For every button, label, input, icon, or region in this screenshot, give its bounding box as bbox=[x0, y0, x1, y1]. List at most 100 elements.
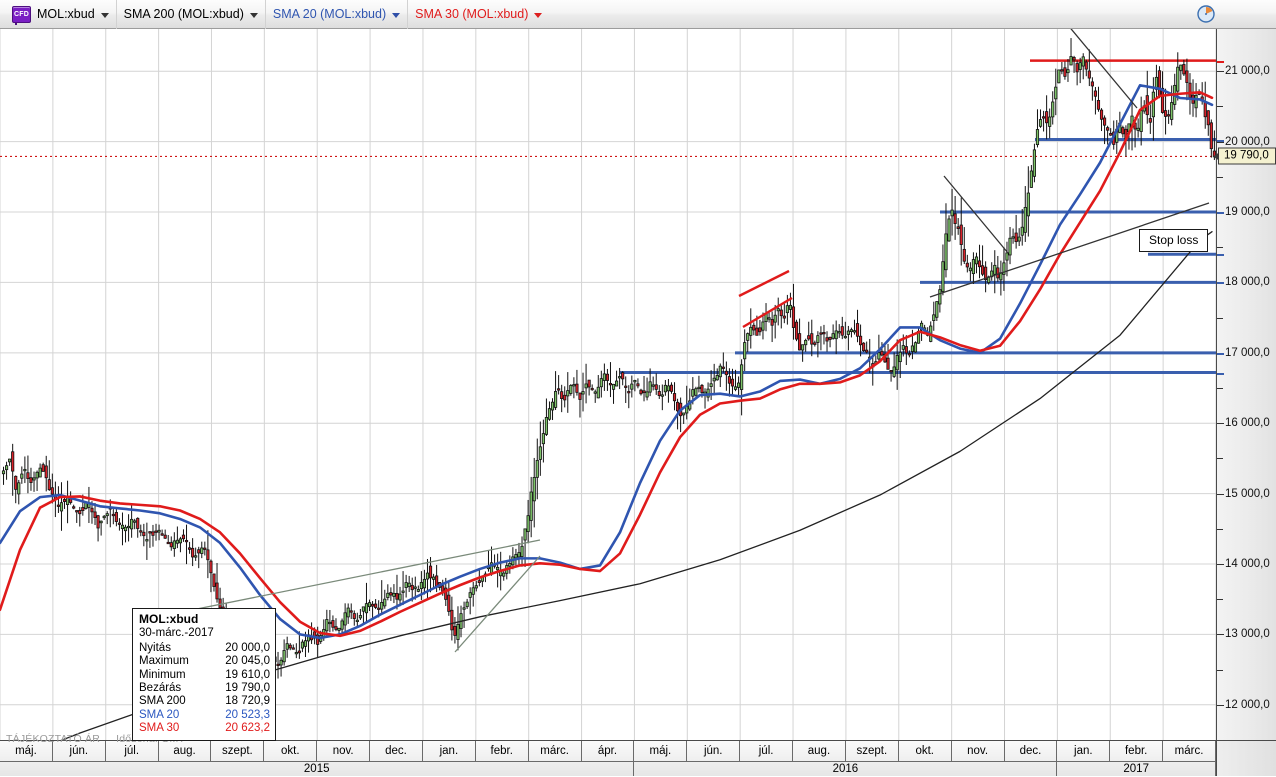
candle-body bbox=[779, 309, 783, 317]
candle-body bbox=[1170, 102, 1174, 120]
candle-body bbox=[1005, 252, 1009, 261]
candle-body bbox=[1069, 56, 1073, 66]
price-minor-tick bbox=[1217, 388, 1223, 390]
candle-body bbox=[715, 375, 719, 381]
toolbar-item-sma30[interactable]: SMA 30 (MOL:xbud) bbox=[408, 0, 549, 29]
candle-body bbox=[325, 619, 329, 632]
candle-body bbox=[203, 547, 207, 550]
candle-body bbox=[627, 391, 631, 394]
trend-line-channel-upper bbox=[738, 269, 790, 298]
candle-body bbox=[962, 248, 966, 262]
candle-body bbox=[331, 620, 335, 628]
sma-line-sma20 bbox=[0, 84, 1214, 640]
clock-icon[interactable] bbox=[1196, 4, 1216, 24]
price-tick-label: 12 000,0 bbox=[1225, 698, 1270, 711]
candle-body bbox=[880, 350, 884, 356]
time-axis[interactable]: máj. jún. júl. aug. szept. okt. nov. dec. jan. fe… bbox=[0, 740, 1276, 776]
candle-body bbox=[410, 584, 414, 591]
candle-body bbox=[569, 385, 573, 394]
price-tick-label: 21 000,0 bbox=[1225, 65, 1270, 78]
candle-body bbox=[197, 549, 201, 554]
candle-body bbox=[154, 530, 158, 533]
candle-body bbox=[633, 380, 637, 383]
candle-body bbox=[398, 593, 402, 601]
candle-body bbox=[1179, 64, 1183, 71]
candle-body bbox=[859, 335, 863, 346]
candle-body bbox=[529, 491, 533, 521]
price-axis[interactable]: 21 000,0 20 000,0 19 000,0 18 000,0 17 000,0… bbox=[1213, 29, 1276, 740]
candle-body bbox=[114, 512, 118, 522]
data-box-value: 20 523,3 bbox=[225, 708, 270, 721]
chevron-down-icon[interactable] bbox=[249, 12, 258, 18]
candle-body bbox=[282, 650, 286, 663]
chevron-down-icon[interactable] bbox=[392, 12, 401, 18]
candle-body bbox=[1063, 67, 1067, 77]
candle-body bbox=[532, 477, 536, 502]
chevron-down-icon[interactable] bbox=[100, 12, 109, 18]
candle-body bbox=[26, 472, 30, 479]
candle-body bbox=[450, 609, 454, 631]
candle-body bbox=[1136, 127, 1140, 131]
candle-body bbox=[910, 345, 914, 352]
candle-body bbox=[422, 578, 426, 589]
candle-body bbox=[901, 345, 905, 350]
candle-body bbox=[560, 391, 564, 400]
candle-body bbox=[907, 353, 911, 356]
candle-body bbox=[352, 613, 356, 619]
candle-body bbox=[300, 641, 304, 649]
chart-plot-area[interactable] bbox=[0, 29, 1216, 740]
month-cell: nov. bbox=[952, 741, 1005, 761]
candle-body bbox=[590, 387, 594, 391]
candle-body bbox=[550, 401, 555, 411]
candle-body bbox=[1042, 116, 1046, 119]
candle-body bbox=[288, 644, 292, 649]
candle-body bbox=[676, 401, 680, 412]
candle-body bbox=[538, 446, 542, 460]
data-box-value: 20 623,2 bbox=[225, 722, 270, 735]
toolbar-item-sma20[interactable]: SMA 20 (MOL:xbud) bbox=[266, 0, 407, 29]
candle-body bbox=[712, 377, 716, 382]
stop-loss-annotation[interactable]: Stop loss bbox=[1139, 229, 1209, 252]
toolbar-sma20-label: SMA 20 (MOL:xbud) bbox=[272, 7, 387, 21]
price-tick bbox=[1217, 423, 1224, 425]
candle-body bbox=[889, 370, 893, 373]
support-resistance-levels bbox=[0, 59, 1216, 375]
candle-body bbox=[496, 566, 500, 571]
current-price-flag: 19 790,0 bbox=[1213, 147, 1276, 165]
candle-body bbox=[971, 259, 975, 275]
data-box-row: SMA 20 20 523,3 bbox=[139, 709, 270, 722]
candle-body bbox=[733, 386, 738, 390]
candle-body bbox=[1209, 122, 1213, 150]
candle-body bbox=[984, 266, 988, 281]
month-cell: jún. bbox=[53, 741, 106, 761]
candle-body bbox=[727, 376, 731, 384]
chevron-down-icon[interactable] bbox=[534, 12, 543, 18]
candle-body bbox=[788, 304, 792, 310]
candle-body bbox=[535, 459, 539, 478]
candle-body bbox=[947, 218, 951, 242]
candle-body bbox=[163, 534, 167, 539]
candle-body bbox=[1103, 117, 1107, 126]
candle-body bbox=[520, 545, 524, 558]
candle-body bbox=[462, 607, 466, 610]
toolbar-sma30-label: SMA 30 (MOL:xbud) bbox=[415, 7, 529, 21]
candle-body bbox=[419, 582, 423, 589]
candle-body bbox=[834, 330, 838, 340]
candle-body bbox=[1023, 206, 1027, 233]
candle-body bbox=[1038, 119, 1043, 127]
candle-body bbox=[523, 528, 527, 541]
toolbar-sma200-label: SMA 200 (MOL:xbud) bbox=[123, 7, 244, 21]
sma-line-sma30 bbox=[0, 91, 1214, 638]
candle-body bbox=[618, 376, 622, 379]
candle-body bbox=[1066, 69, 1070, 74]
candle-body bbox=[1106, 127, 1110, 131]
toolbar-item-sma200[interactable]: SMA 200 (MOL:xbud) bbox=[117, 0, 265, 29]
candle-body bbox=[1002, 262, 1006, 275]
candle-body bbox=[206, 549, 210, 561]
data-box-row: Minimum 19 610,0 bbox=[139, 669, 270, 682]
candle-body bbox=[29, 477, 33, 483]
candle-body bbox=[468, 592, 472, 598]
toolbar-item-symbol[interactable]: CFD MOL:xbud bbox=[0, 0, 116, 29]
candle-body bbox=[50, 487, 54, 495]
candle-body bbox=[17, 482, 21, 495]
